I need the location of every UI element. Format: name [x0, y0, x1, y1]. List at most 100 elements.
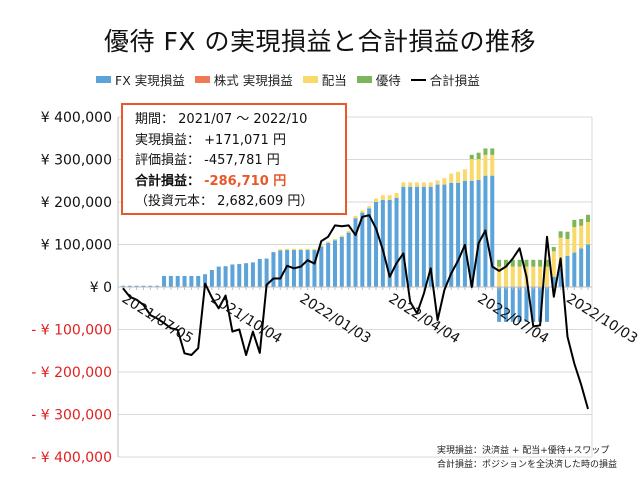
- bar-fx: [503, 287, 508, 322]
- bar-fx: [223, 266, 228, 287]
- bar-dividend: [387, 195, 392, 200]
- bar-benefit: [476, 152, 481, 160]
- bar-fx: [387, 199, 392, 287]
- y-tick-label: - ¥ 300,000: [31, 408, 112, 424]
- legend-swatch-dividend: [302, 76, 318, 83]
- bar-dividend: [353, 216, 358, 219]
- bar-fx: [175, 275, 180, 287]
- bar-dividend: [346, 230, 351, 233]
- bar-dividend: [380, 195, 385, 200]
- total-row: 合計損益： -286,710 円: [135, 172, 345, 193]
- legend: FX 実現損益 株式 実現損益 配当 優待 合計損益: [96, 70, 480, 89]
- bar-fx: [551, 276, 556, 287]
- bar-fx: [380, 199, 385, 287]
- bar-fx: [148, 285, 153, 287]
- bar-dividend: [544, 266, 549, 287]
- bar-fx: [449, 182, 454, 287]
- bar-fx: [572, 252, 577, 287]
- legend-item-stock: 株式 実現損益: [194, 70, 293, 89]
- total-label: 合計損益：: [135, 173, 201, 189]
- bar-dividend: [476, 159, 481, 180]
- bar-dividend: [469, 159, 474, 181]
- x-tick-label: 2022/10/03: [563, 291, 640, 347]
- bar-fx: [257, 258, 262, 287]
- legend-label-benefit: 優待: [375, 73, 401, 88]
- bar-fx: [469, 180, 474, 287]
- unrealized-value: -457,781 円: [204, 153, 280, 168]
- bar-fx: [237, 264, 242, 287]
- bar-fx: [141, 285, 146, 287]
- bar-benefit: [483, 148, 488, 155]
- bar-dividend: [462, 169, 467, 181]
- realized-label: 実現損益：: [135, 132, 201, 148]
- bar-fx: [510, 287, 515, 322]
- legend-label-stock: 株式 実現損益: [213, 73, 293, 88]
- bar-fx: [394, 197, 399, 287]
- bar-fx: [196, 275, 201, 287]
- bar-fx: [565, 255, 570, 287]
- bar-dividend: [298, 248, 303, 251]
- bar-dividend: [421, 182, 426, 187]
- y-tick-label: ¥ 0: [90, 280, 112, 296]
- x-tick-label: 2021/10/04: [208, 291, 285, 347]
- bar-dividend: [367, 206, 372, 209]
- total-value: -286,710 円: [204, 173, 287, 189]
- bar-fx: [435, 184, 440, 287]
- legend-swatch-total: [410, 78, 426, 81]
- bar-dividend: [360, 210, 365, 213]
- bar-fx: [360, 212, 365, 287]
- bar-benefit: [538, 259, 543, 267]
- bar-dividend: [408, 182, 413, 187]
- bar-fx: [182, 275, 187, 287]
- bar-fx: [353, 218, 358, 287]
- bar-fx: [332, 240, 337, 287]
- bar-benefit: [517, 259, 522, 267]
- bar-fx: [408, 186, 413, 287]
- bar-dividend: [401, 182, 406, 187]
- y-tick-label: ¥ 300,000: [41, 153, 112, 169]
- bar-dividend: [435, 180, 440, 185]
- bar-fx: [586, 244, 590, 287]
- realized-value: +171,071 円: [204, 132, 286, 148]
- y-tick-label: - ¥ 200,000: [31, 365, 112, 381]
- bar-benefit: [551, 247, 556, 252]
- principal-row: （投資元本： 2,682,609 円）: [135, 194, 314, 209]
- bar-fx: [203, 274, 208, 287]
- bar-fx: [264, 258, 269, 287]
- bar-dividend: [291, 248, 296, 251]
- bar-benefit: [510, 259, 515, 267]
- period-value: 2021/07 ～ 2022/10: [178, 112, 308, 127]
- legend-item-fx: FX 実現損益: [96, 70, 185, 89]
- bar-benefit: [490, 148, 495, 155]
- bar-fx: [456, 182, 461, 287]
- bar-fx: [319, 246, 324, 287]
- bar-dividend: [285, 248, 290, 251]
- y-tick-label: - ¥ 100,000: [31, 323, 112, 339]
- bar-dividend: [319, 245, 324, 247]
- bar-fx: [168, 275, 173, 287]
- chart-title: 優待 FX の実現損益と合計損益の推移: [104, 27, 536, 56]
- bar-fx: [244, 263, 249, 287]
- bar-dividend: [503, 266, 508, 287]
- bar-fx: [531, 287, 536, 322]
- bar-fx: [524, 287, 529, 322]
- bar-fx: [497, 287, 502, 322]
- bar-benefit: [565, 231, 570, 239]
- y-tick-label: - ¥ 400,000: [31, 450, 112, 466]
- bar-fx: [305, 250, 310, 287]
- bar-benefit: [544, 259, 549, 267]
- bar-fx: [162, 275, 167, 287]
- bar-fx: [271, 252, 276, 287]
- y-tick-label: ¥ 200,000: [41, 195, 112, 211]
- bar-fx: [312, 250, 317, 287]
- bar-dividend: [415, 182, 420, 187]
- bar-dividend: [490, 154, 495, 176]
- bar-dividend: [531, 266, 536, 287]
- footnote: 実現損益：決済益 + 配当+優待+スワップ 合計損益：ポジションを全決済した時の…: [437, 444, 617, 472]
- bar-benefit: [497, 259, 502, 267]
- bar-fx: [544, 287, 549, 322]
- bar-dividend: [339, 235, 344, 237]
- x-tick-label: 2022/01/03: [297, 291, 374, 347]
- bar-fx: [278, 250, 283, 287]
- bar-benefit: [579, 219, 584, 226]
